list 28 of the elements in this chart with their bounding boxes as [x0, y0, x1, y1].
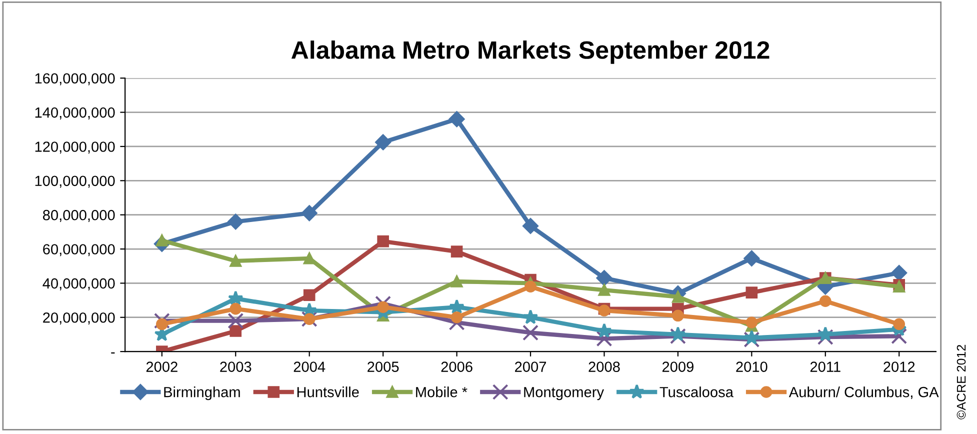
legend-label: Mobile *: [416, 386, 468, 398]
x-tick-label: 2012: [884, 362, 915, 372]
legend-label: Tuscaloosa: [660, 386, 734, 398]
text: ©ACRE 2012: [956, 344, 966, 420]
x-tick-label: 2011: [810, 362, 840, 372]
y-tick-label: 80,000,000: [42, 210, 115, 222]
x-tick-label: 2008: [588, 362, 620, 372]
x-tick-label: 2004: [294, 362, 326, 372]
legend-label: Birmingham: [164, 386, 240, 400]
y-tick-label: 120,000,000: [35, 142, 115, 154]
x-tick-label: 2009: [662, 362, 694, 372]
chart-title: Alabama Metro Markets September 2012: [291, 40, 770, 64]
x-tick-label: 2003: [220, 362, 252, 372]
x-tick-label: 2005: [368, 362, 399, 372]
y-tick-label: 160,000,000: [35, 73, 115, 86]
x-tick-label: 2010: [736, 362, 768, 372]
y-tick-label: 40,000,000: [42, 278, 115, 290]
legend-label: Montgomery: [524, 387, 604, 400]
x-tick-label: 2002: [146, 362, 178, 372]
y-tick-label: 60,000,000: [43, 244, 115, 256]
x-tick-label: 2007: [515, 362, 546, 372]
x-tick-label: 2006: [441, 362, 472, 372]
y-tick-label: -: [111, 352, 115, 354]
y-tick-label: 100,000,000: [35, 176, 115, 188]
y-tick-label: 140,000,000: [35, 107, 115, 120]
y-tick-label: 20,000,000: [43, 312, 115, 325]
legend-label: Huntsville: [297, 386, 359, 398]
legend-label: Auburn/ Columbus, GA: [788, 386, 939, 399]
